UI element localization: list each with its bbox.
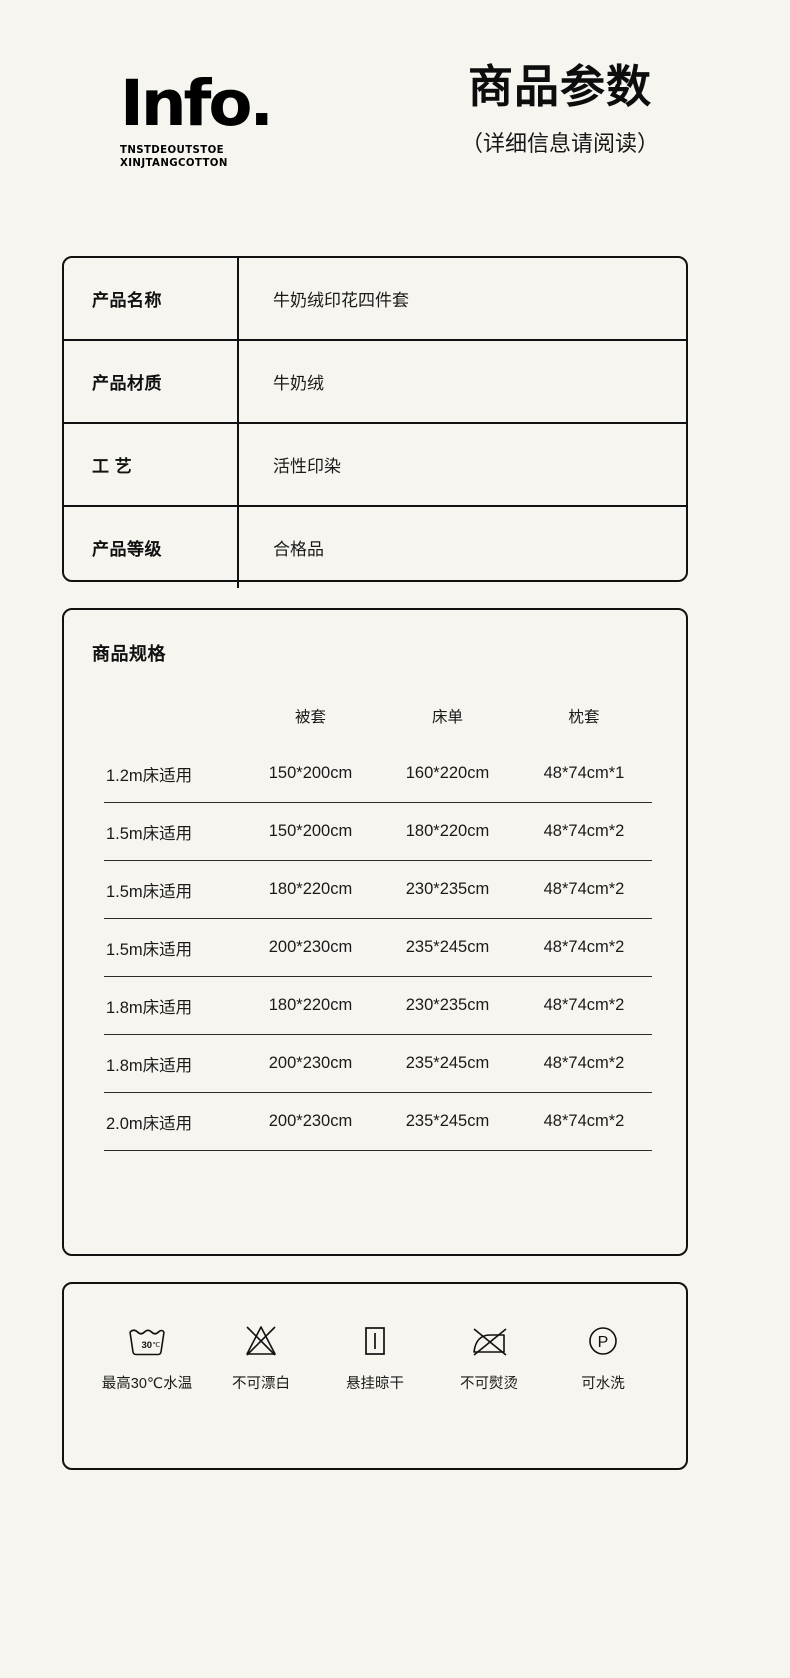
care-label-line-dry: 悬挂晾干: [346, 1376, 404, 1392]
spec-pillow-size: 48*74cm*2: [516, 802, 652, 861]
spec-sheet-size: 180*220cm: [379, 802, 516, 861]
care-label-no-bleach: 不可漂白: [232, 1376, 290, 1392]
wash-tub-30c-icon: 30 ℃: [125, 1320, 169, 1362]
spec-duvet-size: 200*230cm: [242, 1092, 379, 1151]
table-row: 1.2m床适用 150*200cm 160*220cm 48*74cm*1: [104, 745, 652, 803]
page-title-block: 商品参数 （详细信息请阅读）: [420, 62, 700, 158]
spec-duvet-size: 150*200cm: [242, 745, 379, 803]
spec-panel-title: 商品规格: [92, 644, 166, 664]
spec-bed-size: 1.5m床适用: [104, 918, 242, 977]
spec-header-sheet: 床单: [431, 709, 463, 726]
spec-pillow-size: 48*74cm*2: [516, 1034, 652, 1093]
spec-pillow-size: 48*74cm*2: [516, 1092, 652, 1151]
care-label-wash-temp: 最高30℃水温: [101, 1376, 193, 1392]
spec-bed-size: 1.8m床适用: [104, 1034, 242, 1093]
spec-pillow-size: 48*74cm*2: [516, 976, 652, 1035]
page-title: 商品参数: [467, 60, 652, 113]
care-item-no-iron: 不可熨烫: [432, 1320, 546, 1393]
table-row: 1.5m床适用 150*200cm 180*220cm 48*74cm*2: [104, 802, 652, 861]
spec-header-pillow: 枕套: [568, 709, 600, 726]
info-key-material: 产品材质: [64, 339, 239, 423]
spec-table-header-row: 被套 床单 枕套: [104, 705, 652, 745]
table-row: 2.0m床适用 200*230cm 235*245cm 48*74cm*2: [104, 1092, 652, 1151]
spec-pillow-size: 48*74cm*2: [516, 860, 652, 919]
brand-subtitle-line-2: XINJTANGCOTTON: [120, 157, 228, 170]
specification-table: 被套 床单 枕套 1.2m床适用 150*200cm 160*220cm 48*…: [104, 705, 652, 1151]
care-label-washable: 可水洗: [581, 1376, 625, 1392]
table-row: 1.5m床适用 200*230cm 235*245cm 48*74cm*2: [104, 918, 652, 977]
spec-bed-size: 1.8m床适用: [104, 976, 242, 1035]
table-row: 产品材质 牛奶绒: [64, 339, 686, 423]
care-icon-row: 30 ℃ 最高30℃水温 不可漂白: [64, 1320, 686, 1393]
info-value-grade: 合格品: [238, 505, 686, 588]
professional-wash-p-icon: P: [585, 1320, 621, 1362]
table-row: 1.8m床适用 180*220cm 230*235cm 48*74cm*2: [104, 976, 652, 1035]
spec-sheet-size: 230*235cm: [379, 860, 516, 919]
info-key-product-name: 产品名称: [64, 258, 239, 340]
product-info-table: 产品名称 牛奶绒印花四件套 产品材质 牛奶绒 工 艺 活性印染 产品等级 合格品: [64, 258, 686, 588]
spec-pillow-size: 48*74cm*2: [516, 918, 652, 977]
brand-subtitle-line-1: TNSTDEOUTSTOE: [120, 143, 224, 156]
spec-sheet-size: 235*245cm: [379, 918, 516, 977]
line-dry-icon: [358, 1320, 392, 1362]
care-item-washable: P 可水洗: [546, 1320, 660, 1393]
product-info-panel: 产品名称 牛奶绒印花四件套 产品材质 牛奶绒 工 艺 活性印染 产品等级 合格品: [62, 256, 688, 588]
info-value-material: 牛奶绒: [238, 339, 686, 423]
table-row: 产品等级 合格品: [64, 505, 686, 588]
product-specification-panel: 商品规格 被套 床单 枕套 1.2m床适用 150*200cm 160*220c…: [62, 608, 688, 1256]
info-value-product-name: 牛奶绒印花四件套: [273, 291, 409, 310]
spec-duvet-size: 200*230cm: [242, 1034, 379, 1093]
brand-subtitle: TNSTDEOUTSTOE XINJTANGCOTTON: [120, 144, 343, 171]
page-subtitle: （详细信息请阅读）: [460, 131, 659, 157]
spec-duvet-size: 150*200cm: [242, 802, 379, 861]
care-label-no-iron: 不可熨烫: [460, 1376, 518, 1392]
spec-bed-size: 1.2m床适用: [104, 745, 242, 803]
spec-sheet-size: 230*235cm: [379, 976, 516, 1035]
table-row: 1.8m床适用 200*230cm 235*245cm 48*74cm*2: [104, 1034, 652, 1093]
info-key-craft: 工 艺: [64, 422, 239, 506]
info-key-grade: 产品等级: [64, 505, 239, 588]
care-item-no-bleach: 不可漂白: [204, 1320, 318, 1393]
spec-duvet-size: 180*220cm: [242, 976, 379, 1035]
info-value-craft: 活性印染: [238, 422, 686, 506]
spec-sheet-size: 235*245cm: [379, 1092, 516, 1151]
brand-wordmark: Info.: [120, 67, 274, 140]
svg-text:30: 30: [142, 1340, 153, 1351]
spec-duvet-size: 200*230cm: [242, 918, 379, 977]
care-item-wash-temp: 30 ℃ 最高30℃水温: [90, 1320, 204, 1393]
brand-logo: Info. TNSTDEOUTSTOE XINJTANGCOTTON: [120, 72, 350, 171]
care-item-line-dry: 悬挂晾干: [318, 1320, 432, 1393]
spec-header-duvet: 被套: [294, 709, 326, 726]
table-row: 产品名称 牛奶绒印花四件套: [64, 258, 686, 340]
spec-bed-size: 1.5m床适用: [104, 860, 242, 919]
spec-sheet-size: 160*220cm: [379, 745, 516, 803]
spec-sheet-size: 235*245cm: [379, 1034, 516, 1093]
svg-text:℃: ℃: [153, 1342, 161, 1349]
do-not-iron-icon: [468, 1320, 510, 1362]
page-header: Info. TNSTDEOUTSTOE XINJTANGCOTTON 商品参数 …: [0, 62, 790, 207]
care-instructions-panel: 30 ℃ 最高30℃水温 不可漂白: [62, 1282, 688, 1470]
table-row: 工 艺 活性印染: [64, 422, 686, 506]
spec-pillow-size: 48*74cm*1: [516, 745, 652, 803]
do-not-bleach-icon: [241, 1320, 281, 1362]
svg-text:P: P: [598, 1334, 609, 1351]
table-row: 1.5m床适用 180*220cm 230*235cm 48*74cm*2: [104, 860, 652, 919]
spec-bed-size: 1.5m床适用: [104, 802, 242, 861]
spec-bed-size: 2.0m床适用: [104, 1092, 242, 1151]
spec-duvet-size: 180*220cm: [242, 860, 379, 919]
spec-header-blank: [104, 705, 242, 745]
